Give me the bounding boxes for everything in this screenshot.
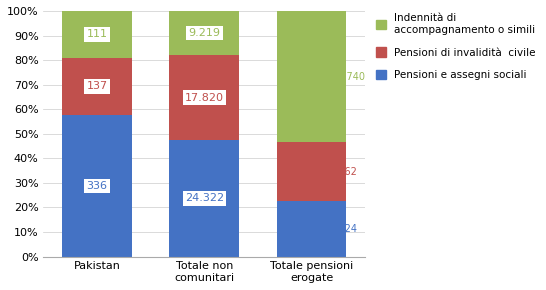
Bar	[277, 201, 346, 257]
Text: 137: 137	[86, 81, 108, 91]
Legend: Indennità di
accompagnamento o simili, Pensioni di invalidità  civile, Pensioni : Indennità di accompagnamento o simili, P…	[373, 11, 538, 82]
Bar	[277, 11, 346, 142]
Bar	[169, 11, 239, 55]
Bar	[169, 55, 239, 140]
Text: 17.820: 17.820	[185, 93, 224, 103]
Text: 9.219: 9.219	[188, 28, 221, 38]
Text: 891.062: 891.062	[317, 166, 357, 177]
Text: 845.824: 845.824	[317, 224, 357, 234]
Text: 1.994.740: 1.994.740	[317, 72, 366, 81]
Bar	[62, 58, 132, 115]
Text: 336: 336	[87, 181, 108, 191]
Text: 111: 111	[87, 29, 108, 39]
Bar	[277, 142, 346, 201]
Text: 24.322: 24.322	[185, 193, 224, 203]
Bar	[62, 115, 132, 257]
Bar	[62, 11, 132, 58]
Bar	[169, 140, 239, 257]
